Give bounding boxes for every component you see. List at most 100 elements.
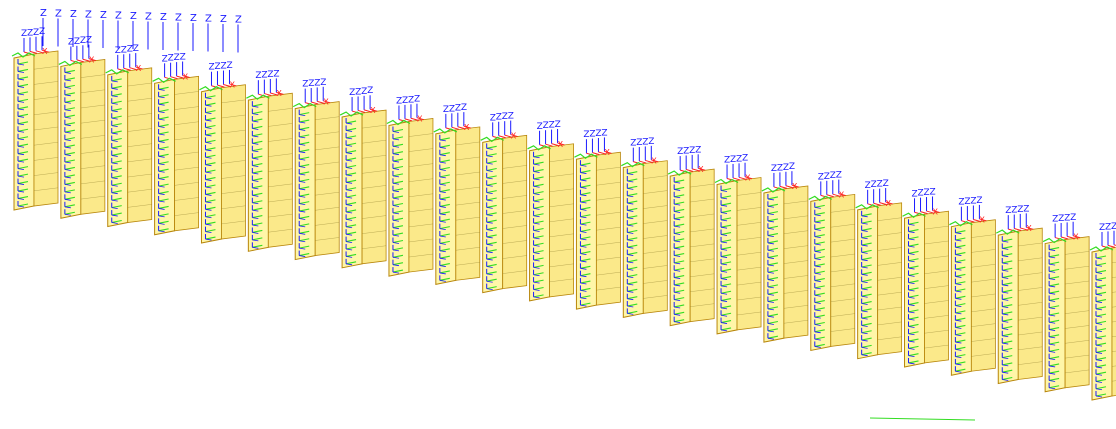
z-axis-label: Z	[267, 70, 273, 80]
x-axis-tick	[533, 230, 540, 232]
y-axis-arrow	[767, 240, 779, 244]
hatch-line	[924, 225, 949, 230]
x-axis-tick	[486, 243, 493, 246]
x-axis-tick	[955, 363, 962, 366]
x-axis-tick	[955, 370, 962, 373]
x-axis-tick	[720, 234, 728, 236]
x-axis-tick	[64, 79, 71, 82]
y-axis-arrow	[1049, 356, 1060, 360]
y-axis-arrow	[955, 237, 966, 241]
y-axis-arrow	[345, 179, 357, 183]
x-axis-tick	[439, 183, 446, 186]
y-axis-arrow	[908, 309, 919, 313]
z-axis-label: Z	[314, 78, 320, 88]
y-axis-arrow	[64, 99, 75, 103]
y-axis-arrow	[205, 132, 216, 136]
x-axis-tick	[392, 271, 400, 274]
x-axis-tick	[861, 266, 868, 269]
x-axis-tick	[627, 224, 634, 227]
hatch-line	[33, 66, 59, 70]
x-axis-tick	[861, 222, 868, 225]
x-axis-tick	[252, 232, 259, 234]
y-axis-arrow	[64, 152, 75, 156]
x-axis-tick	[1095, 388, 1103, 391]
x-axis-tick	[533, 193, 540, 196]
hatch-line	[221, 220, 246, 225]
z-axis-label: Z	[836, 171, 842, 181]
y-axis-arrow	[533, 183, 544, 187]
z-axis-label: Z	[361, 87, 367, 97]
y-axis-arrow	[533, 235, 544, 239]
y-axis-arrow	[392, 202, 404, 207]
x-axis-tick	[955, 356, 962, 359]
x-axis-tick	[627, 173, 634, 176]
z-axis-label: Z	[70, 9, 77, 20]
hatch-line	[455, 247, 480, 251]
y-axis-arrow	[345, 157, 357, 161]
x-axis-tick	[486, 192, 493, 195]
y-axis-arrow	[580, 243, 591, 247]
z-axis-label: Z	[168, 54, 174, 64]
x-axis-tick	[1095, 352, 1103, 354]
x-axis-tick	[252, 187, 259, 190]
y-axis-arrow	[908, 258, 919, 262]
y-axis-arrow	[111, 152, 122, 156]
y-axis-arrow	[158, 123, 169, 128]
x-axis-arrow	[357, 109, 366, 113]
y-axis-arrow	[861, 337, 872, 341]
y-axis-arrow	[908, 221, 919, 225]
x-axis-tick	[861, 317, 868, 320]
z-axis-label: Z	[630, 139, 636, 149]
x-axis-tick	[1002, 357, 1009, 360]
x-axis-label: X	[323, 98, 329, 107]
x-axis-tick	[205, 134, 212, 137]
y-axis-arrow	[111, 182, 122, 186]
y-axis-arrow	[252, 155, 263, 159]
z-axis-label: Z	[115, 46, 121, 56]
x-axis-tick	[674, 247, 681, 250]
x-axis-tick	[533, 274, 540, 277]
hatch-line	[127, 143, 152, 147]
x-axis-arrow	[779, 185, 788, 189]
y-axis-arrow	[64, 166, 75, 171]
x-axis-tick	[439, 257, 446, 260]
y-axis-arrow	[908, 294, 919, 298]
y-axis-arrow	[580, 265, 591, 269]
hatch-line	[971, 234, 996, 238]
x-axis-tick	[955, 290, 962, 293]
y-axis-arrow	[533, 198, 544, 202]
top-z-labels-layer: Z Z Z ZXZ Z Z ZXZ Z Z ZXZ Z Z ZXZ Z Z ZXZ Z Z ZXZ Z Z ZXZ Z Z ZX…	[11, 8, 1116, 421]
z-axis-label: Z	[100, 10, 107, 21]
x-axis-tick	[908, 253, 915, 255]
x-axis-tick	[439, 250, 446, 253]
y-axis-arrow	[392, 247, 404, 251]
hatch-line	[362, 140, 387, 144]
x-axis-tick	[111, 177, 118, 180]
x-axis-tick	[720, 322, 728, 324]
y-axis-arrow	[345, 231, 357, 235]
y-axis-arrow	[205, 139, 216, 143]
y-axis-arrow	[861, 213, 872, 217]
y-axis-arrow	[580, 251, 591, 255]
x-axis-arrow	[1014, 228, 1022, 232]
y-axis-arrow	[767, 233, 779, 237]
x-axis-arrow	[926, 210, 934, 214]
y-axis-arrow	[814, 248, 825, 252]
x-axis-tick	[767, 249, 774, 252]
x-axis-arrow	[979, 218, 987, 222]
hatch-line	[33, 157, 59, 161]
y-axis-arrow	[299, 119, 310, 123]
y-axis-arrow	[908, 243, 919, 247]
x-axis-tick	[908, 333, 915, 336]
x-axis-tick	[720, 263, 728, 266]
hatch-line	[221, 160, 246, 164]
hatch-line	[221, 99, 246, 104]
y-axis-arrow	[627, 215, 638, 219]
x-axis-tick	[955, 268, 962, 271]
hatch-line	[783, 275, 808, 279]
y-axis-arrow	[111, 145, 122, 149]
hatch-line	[830, 253, 855, 258]
y-axis-arrow	[486, 167, 497, 172]
y-axis-arrow	[767, 284, 779, 288]
